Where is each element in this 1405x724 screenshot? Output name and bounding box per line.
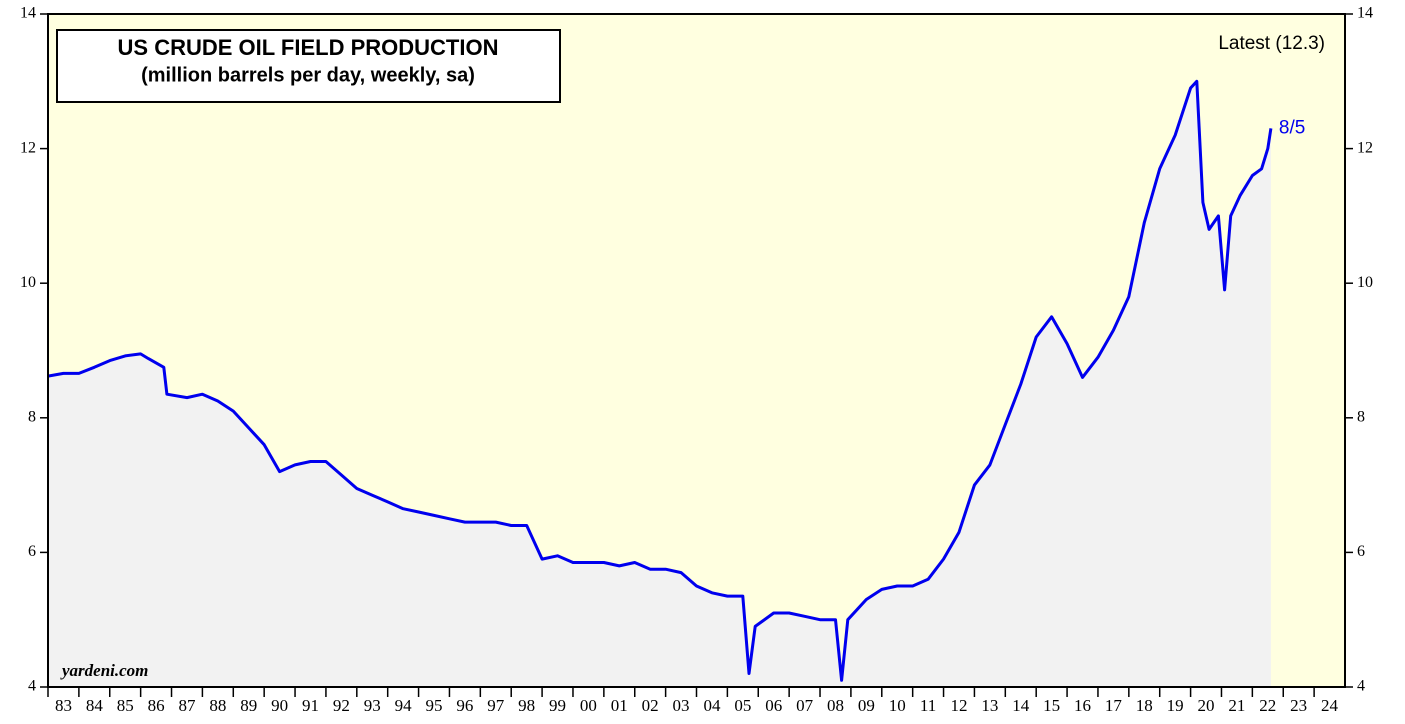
x-tick-label: 22	[1259, 696, 1276, 715]
x-tick-label: 85	[117, 696, 134, 715]
date-label: 8/5	[1279, 117, 1305, 138]
chart-title: US CRUDE OIL FIELD PRODUCTION	[118, 35, 499, 60]
x-tick-label: 03	[673, 696, 690, 715]
x-tick-label: 01	[611, 696, 628, 715]
x-tick-label: 06	[765, 696, 782, 715]
x-tick-label: 21	[1228, 696, 1245, 715]
x-tick-label: 94	[395, 696, 413, 715]
x-tick-label: 16	[1074, 696, 1091, 715]
x-tick-label: 10	[889, 696, 906, 715]
y2-tick-label: 4	[1357, 678, 1365, 695]
x-tick-label: 05	[734, 696, 751, 715]
x-tick-label: 17	[1105, 696, 1123, 715]
y2-tick-label: 8	[1357, 408, 1365, 425]
x-tick-label: 00	[580, 696, 597, 715]
x-tick-label: 07	[796, 696, 814, 715]
x-tick-label: 97	[487, 696, 505, 715]
x-tick-label: 88	[209, 696, 226, 715]
x-tick-label: 08	[827, 696, 844, 715]
x-tick-label: 04	[703, 696, 721, 715]
x-tick-label: 11	[920, 696, 936, 715]
y2-tick-label: 12	[1357, 139, 1373, 156]
x-tick-label: 83	[55, 696, 72, 715]
x-tick-label: 18	[1136, 696, 1153, 715]
y-tick-label: 8	[28, 408, 36, 425]
x-tick-label: 02	[642, 696, 659, 715]
area	[48, 81, 1271, 688]
y2-tick-label: 10	[1357, 274, 1373, 291]
y-tick-label: 4	[28, 678, 36, 695]
x-tick-label: 13	[981, 696, 998, 715]
x-tick-label: 92	[333, 696, 350, 715]
x-tick-label: 84	[86, 696, 104, 715]
x-tick-label: 20	[1198, 696, 1215, 715]
x-tick-label: 86	[148, 696, 165, 715]
y-tick-label: 12	[20, 139, 36, 156]
source-label: yardeni.com	[60, 661, 148, 680]
x-tick-label: 93	[364, 696, 381, 715]
x-tick-label: 99	[549, 696, 566, 715]
line	[47, 79, 1273, 682]
y-tick-label: 14	[20, 5, 36, 22]
y2-tick-label: 14	[1357, 5, 1373, 22]
x-tick-label: 12	[950, 696, 967, 715]
x-tick-label: 24	[1321, 696, 1339, 715]
y-tick-label: 10	[20, 274, 36, 291]
x-tick-label: 14	[1012, 696, 1030, 715]
x-tick-label: 91	[302, 696, 319, 715]
x-tick-label: 19	[1167, 696, 1184, 715]
x-tick-label: 95	[426, 696, 443, 715]
x-tick-label: 87	[178, 696, 196, 715]
chart-subtitle: (million barrels per day, weekly, sa)	[141, 64, 475, 86]
y2-tick-label: 6	[1357, 543, 1365, 560]
x-tick-label: 09	[858, 696, 875, 715]
x-tick-label: 23	[1290, 696, 1307, 715]
x-tick-label: 98	[518, 696, 535, 715]
x-tick-label: 90	[271, 696, 288, 715]
x-tick-label: 89	[240, 696, 257, 715]
x-tick-label: 96	[456, 696, 473, 715]
y-tick-label: 6	[28, 543, 36, 560]
title-box	[56, 29, 561, 103]
latest-label: Latest (12.3)	[1218, 33, 1325, 54]
x-tick-label: 15	[1043, 696, 1060, 715]
